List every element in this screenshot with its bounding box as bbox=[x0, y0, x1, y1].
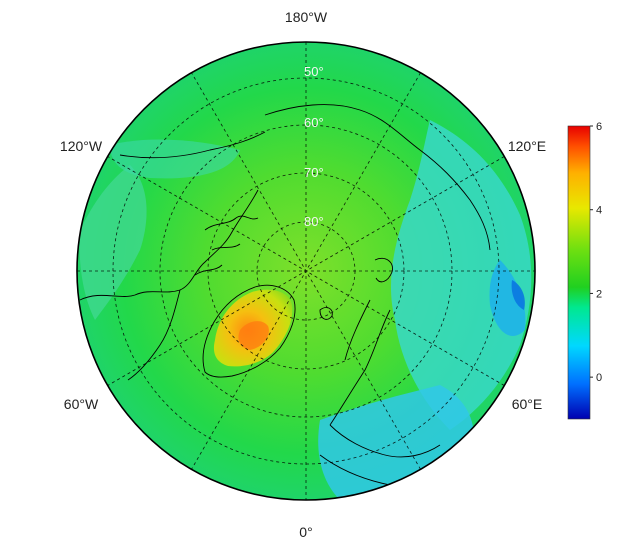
lon-label-60e: 60°E bbox=[512, 396, 543, 412]
colorbar-tick-label: 2 bbox=[596, 288, 602, 300]
lon-label-0: 0° bbox=[299, 524, 312, 540]
colorbar: 6 4 2 0 bbox=[567, 121, 602, 420]
coast-europe bbox=[319, 424, 441, 486]
colorbar-ramp bbox=[567, 125, 591, 420]
colorbar-ticks: 6 4 2 0 bbox=[590, 121, 602, 384]
coast-alaska bbox=[119, 131, 266, 159]
lat-label-60: 60° bbox=[304, 115, 324, 130]
field-asia-blue-spot bbox=[511, 280, 525, 310]
coast-north-america bbox=[79, 189, 259, 381]
field-siberia-low bbox=[390, 120, 532, 430]
lon-label-120e: 120°E bbox=[508, 138, 546, 154]
field-greenland-peak bbox=[238, 321, 269, 350]
coast-arctic-archipelago bbox=[194, 215, 259, 276]
coastlines bbox=[79, 104, 491, 486]
colorbar-tick-label: 4 bbox=[596, 205, 602, 217]
coast-novaya-zemlya bbox=[374, 257, 393, 283]
lon-label-60w: 60°W bbox=[64, 396, 99, 412]
lat-label-70: 70° bbox=[304, 165, 324, 180]
coast-siberia bbox=[264, 104, 491, 251]
lat-label-80: 80° bbox=[304, 214, 324, 229]
field-alaska-low bbox=[110, 139, 240, 179]
field-canada-low bbox=[79, 165, 147, 320]
coast-greenland bbox=[202, 284, 296, 378]
lat-label-50: 50° bbox=[304, 64, 324, 79]
map-boundary bbox=[76, 41, 536, 501]
graticule bbox=[77, 42, 535, 500]
lon-label-180w: 180°W bbox=[285, 9, 328, 25]
meridian-150-330 bbox=[191, 72, 421, 470]
coast-svalbard bbox=[319, 307, 333, 320]
colorbar-tick-label: 0 bbox=[596, 372, 602, 384]
colorbar-tick-label: 6 bbox=[596, 121, 602, 133]
lon-label-120w: 120°W bbox=[60, 138, 103, 154]
coast-scandinavia bbox=[329, 299, 391, 426]
